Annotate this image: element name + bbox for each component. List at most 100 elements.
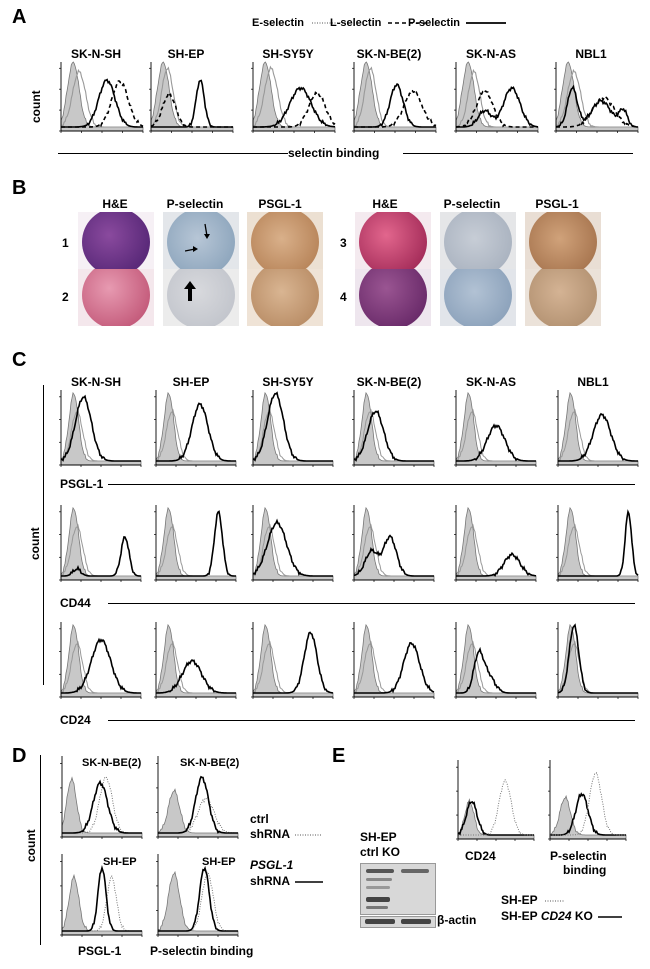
a-hist-5-series-2 <box>555 84 639 128</box>
c-hist-0-0-isotype-area <box>60 391 142 466</box>
c-hist-2-5-series-1 <box>557 623 638 694</box>
b-left-header-pselectin: P-selectin <box>166 197 224 211</box>
western-blot-cd24 <box>360 863 436 915</box>
c-hist-1-1 <box>150 505 237 587</box>
c-hist-2-3-isotype-area <box>353 623 435 698</box>
a-hist-1-series-2 <box>151 79 233 128</box>
tma-3-pselectin <box>440 212 516 269</box>
d-hist-psgl1-shep <box>56 854 143 942</box>
c-hist-0-1-isotype-area <box>155 391 237 466</box>
c-hist-0-2 <box>247 390 334 472</box>
a-hist-5-series-0 <box>555 68 638 128</box>
a-hist-5-svg <box>554 61 639 133</box>
c-hist-1-5-svg <box>556 505 639 582</box>
d-bottom-line-right: SH-EP <box>202 856 236 868</box>
b-right-header-pselectin: P-selectin <box>443 197 501 211</box>
c-hist-0-1 <box>150 390 237 472</box>
c-hist-2-4 <box>450 622 537 704</box>
tma-1-pselectin <box>163 212 239 269</box>
c-hist-0-1-series-0 <box>155 408 236 462</box>
e-hist-cd24-series-1 <box>458 779 534 836</box>
d-legend-psgl1: PSGL-1 <box>250 858 294 872</box>
c-hist-1-0-series-1 <box>61 535 141 577</box>
c-hist-2-2-series-1 <box>253 631 334 694</box>
b-row-2: 2 <box>62 290 69 304</box>
d-hist-pselectin-be2-svg <box>156 756 239 839</box>
c-hist-2-5 <box>552 622 639 704</box>
c-hist-1-0-svg <box>59 505 142 582</box>
d-top-line-right: SK-N-BE(2) <box>180 757 240 769</box>
e-hist-cd24 <box>452 760 535 846</box>
e-hist-cd24-svg <box>456 760 535 841</box>
a-hist-2-series-0 <box>252 65 335 128</box>
c-hist-0-1-series-1 <box>156 402 236 462</box>
d-legend-psgl1-shrna: shRNA <box>250 874 323 888</box>
a-hist-5-series-1 <box>556 96 638 128</box>
a-hist-2-svg <box>251 61 336 133</box>
e-blot-title-1: SH-EP <box>360 830 397 844</box>
a-hist-1 <box>145 61 234 138</box>
e-xlabel-cd24: CD24 <box>465 849 496 863</box>
c-marker-cd44: CD44 <box>60 596 91 610</box>
tma-4-psgl1 <box>525 269 601 326</box>
c-header-1: SH-EP <box>172 375 210 389</box>
c-hist-0-4 <box>450 390 537 472</box>
c-hist-1-0 <box>55 505 142 587</box>
c-hist-0-0-series-1 <box>60 394 141 462</box>
b-row-4: 4 <box>340 290 347 304</box>
b-left-header-psgl1: PSGL-1 <box>258 197 302 211</box>
e-hist-pselectin-isotype-area <box>549 794 627 840</box>
c-hist-2-2-isotype-area <box>252 623 334 698</box>
solid-line-icon <box>294 881 323 883</box>
d-hist-pselectin-shep-svg <box>156 854 239 937</box>
d-hist-psgl1-be2-series-1 <box>62 779 142 834</box>
c-marker-cd24: CD24 <box>60 713 91 727</box>
c-hist-2-1 <box>150 622 237 704</box>
a-hist-3-series-2 <box>354 83 436 128</box>
c-hist-0-3-svg <box>352 390 435 467</box>
panel-a-axis-line-right <box>403 153 633 154</box>
tma-1-he <box>78 212 154 269</box>
a-hist-5 <box>550 61 639 138</box>
d-hist-psgl1-shep-svg <box>60 854 143 937</box>
c-hist-0-5-isotype-area <box>557 391 639 466</box>
d-bottom-line-left: SH-EP <box>103 856 137 868</box>
c-hist-0-3-series-1 <box>353 410 434 462</box>
e-legend-sh-ep: SH-EP <box>501 893 565 907</box>
tma-2-he <box>78 269 154 326</box>
e-xlabel-pselectin: P-selectin <box>550 849 607 863</box>
c-hist-2-3 <box>348 622 435 704</box>
a-hist-4-series-1 <box>456 90 538 128</box>
legend-e-selectin: E-selectin <box>252 13 349 31</box>
c-hist-0-4-series-1 <box>456 423 536 462</box>
tma-2-psgl1 <box>247 269 323 326</box>
c-hist-0-5-series-1 <box>558 412 638 462</box>
d-legend-ctrl-shrna: shRNA <box>250 827 321 841</box>
e-hist-cd24-series-0 <box>457 801 534 836</box>
d-hist-psgl1-be2-svg <box>60 756 143 839</box>
b-row-3: 3 <box>340 236 347 250</box>
e-blot-title-2: ctrl KO <box>360 845 401 859</box>
d-hist-pselectin-be2 <box>152 756 239 844</box>
panel-d-ylabel: count <box>24 829 38 862</box>
e-hist-pselectin-svg <box>548 760 627 841</box>
e-legend-sh-ep-text: SH-EP <box>501 893 538 907</box>
c-hist-1-4-svg <box>454 505 537 582</box>
c-hist-2-3-series-0 <box>353 640 434 694</box>
c-hist-1-1-svg <box>154 505 237 582</box>
tma-3-he <box>355 212 431 269</box>
b-row-1: 1 <box>62 236 69 250</box>
tma-2-pselectin <box>163 269 239 326</box>
c-hist-1-5 <box>552 505 639 587</box>
a-hist-3-isotype-area <box>353 61 437 132</box>
a-header-1: SH-EP <box>167 47 205 61</box>
c-header-2: SH-SY5Y <box>262 375 314 389</box>
d-legend-ctrl: ctrl <box>250 812 269 826</box>
c-hist-1-5-series-1 <box>558 509 639 577</box>
a-hist-2 <box>247 61 336 138</box>
d-hist-pselectin-shep <box>152 854 239 942</box>
d-hist-pselectin-be2-isotype-area <box>157 788 239 838</box>
c-hist-2-1-series-1 <box>156 659 236 694</box>
e-legend-ko-text-a: SH-EP <box>501 909 538 923</box>
panel-a-axis-line-left <box>58 153 288 154</box>
